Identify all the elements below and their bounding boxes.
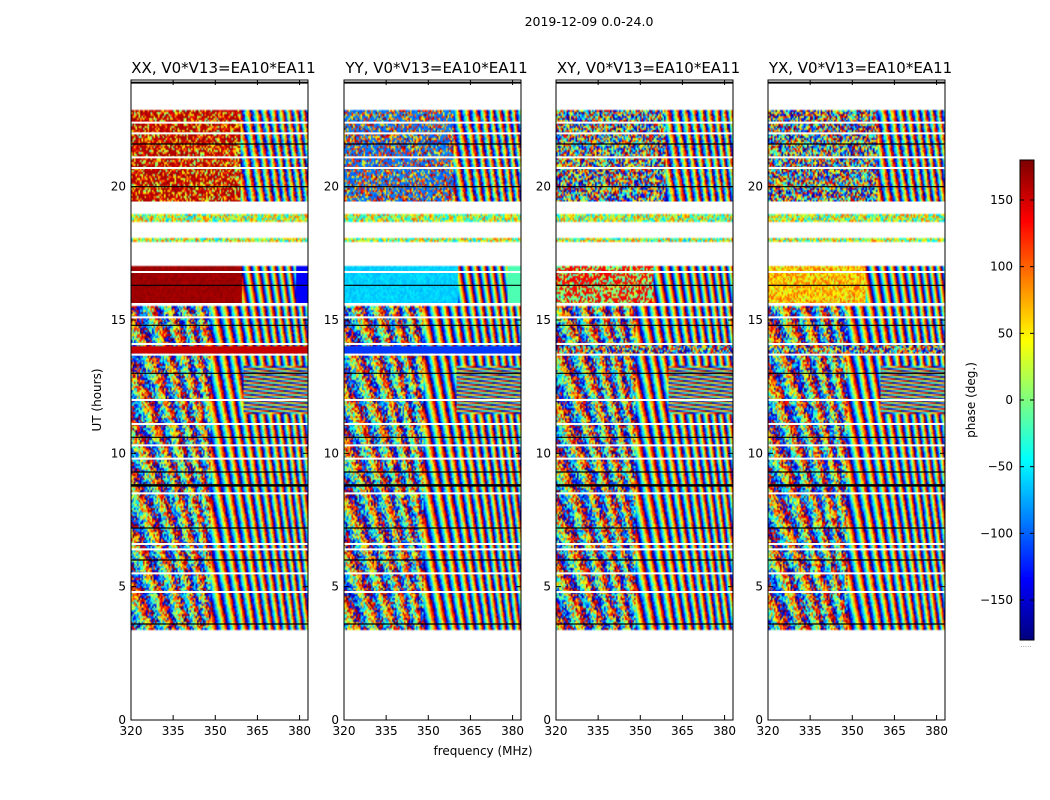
y-tick-label: 5 <box>755 580 763 594</box>
x-tick-label: 335 <box>162 724 185 738</box>
colorbar-tick-label: −100 <box>980 526 1013 540</box>
y-tick-label: 10 <box>324 446 339 460</box>
y-tick-label: 20 <box>111 180 126 194</box>
colorbar-tick-label: 150 <box>990 193 1013 207</box>
panel-xx: XX, V0*V13=EA10*EA11 320 335 350 365 380 0 5 10 1… <box>111 59 316 738</box>
x-tick-label: 365 <box>459 724 482 738</box>
panel-yx: YX, V0*V13=EA10*EA11 320 335 350 365 380 0 5 10 1… <box>748 59 952 738</box>
x-tick-label: 380 <box>925 724 948 738</box>
x-tick-label: 350 <box>417 724 440 738</box>
x-tick-label: 335 <box>587 724 610 738</box>
panel-yx-frame <box>767 79 946 721</box>
colorbar-tick-label: −150 <box>980 593 1013 607</box>
colorbar-label: phase (deg.) <box>964 362 978 438</box>
colorbar-ticks: 150 100 50 0 −50 −100 −150 <box>980 193 1034 607</box>
x-tick-label: 365 <box>883 724 906 738</box>
x-tick-label: 380 <box>501 724 524 738</box>
x-tick-label: 350 <box>841 724 864 738</box>
panel-title: YX, V0*V13=EA10*EA11 <box>768 59 952 77</box>
x-tick-label: 335 <box>375 724 398 738</box>
panel-yy-frame <box>343 79 522 721</box>
y-tick-label: 20 <box>748 180 763 194</box>
y-tick-label: 5 <box>543 580 551 594</box>
x-tick-label: 350 <box>204 724 227 738</box>
x-tick-label: 380 <box>288 724 311 738</box>
x-axis-label: frequency (MHz) <box>433 744 532 758</box>
y-tick-label: 20 <box>324 180 339 194</box>
panel-yy: YY, V0*V13=EA10*EA11 320 335 350 365 380 0 5 10 1… <box>324 59 528 738</box>
y-tick-label: 0 <box>755 713 763 727</box>
x-tick-label: 365 <box>671 724 694 738</box>
y-tick-label: 5 <box>331 580 339 594</box>
colorbar-tick-label: 0 <box>1005 393 1013 407</box>
x-tick-label: 350 <box>629 724 652 738</box>
x-tick-label: 365 <box>246 724 269 738</box>
colorbar-gradient <box>1020 160 1034 640</box>
y-axis-label: UT (hours) <box>90 368 104 431</box>
panels: XX, V0*V13=EA10*EA11 320 335 350 365 380 0 5 10 1… <box>111 59 952 738</box>
y-tick-label: 20 <box>536 180 551 194</box>
x-tick-label: 320 <box>545 724 568 738</box>
y-tick-label: 0 <box>543 713 551 727</box>
y-tick-label: 5 <box>118 580 126 594</box>
x-tick-label: 320 <box>757 724 780 738</box>
colorbar-tick-label: 100 <box>990 260 1013 274</box>
colorbar-tick-label: 50 <box>998 326 1013 340</box>
y-tick-label: 0 <box>118 713 126 727</box>
colorbar: 150 100 50 0 −50 −100 −150 phase (deg.) ..... <box>964 159 1035 649</box>
x-tick-label: 335 <box>799 724 822 738</box>
y-tick-label: 0 <box>331 713 339 727</box>
x-tick-label: 320 <box>120 724 143 738</box>
panel-title: XX, V0*V13=EA10*EA11 <box>131 59 315 77</box>
x-tick-label: 380 <box>713 724 736 738</box>
y-tick-label: 10 <box>748 446 763 460</box>
colorbar-tick-label: −50 <box>988 460 1013 474</box>
colorbar-note: ..... <box>1020 641 1031 649</box>
y-tick-label: 15 <box>324 313 339 327</box>
panel-title: YY, V0*V13=EA10*EA11 <box>344 59 527 77</box>
y-tick-label: 15 <box>748 313 763 327</box>
y-tick-label: 15 <box>111 313 126 327</box>
panel-title: XY, V0*V13=EA10*EA11 <box>557 59 740 77</box>
figure-suptitle: 2019-12-09 0.0-24.0 <box>525 14 654 29</box>
panel-xy-frame <box>555 79 734 721</box>
panel-xy: XY, V0*V13=EA10*EA11 320 335 350 365 380 0 5 10 1… <box>536 59 740 738</box>
x-tick-label: 320 <box>333 724 356 738</box>
y-tick-label: 10 <box>536 446 551 460</box>
y-tick-label: 10 <box>111 446 126 460</box>
y-tick-label: 15 <box>536 313 551 327</box>
panel-xx-frame <box>130 79 309 721</box>
